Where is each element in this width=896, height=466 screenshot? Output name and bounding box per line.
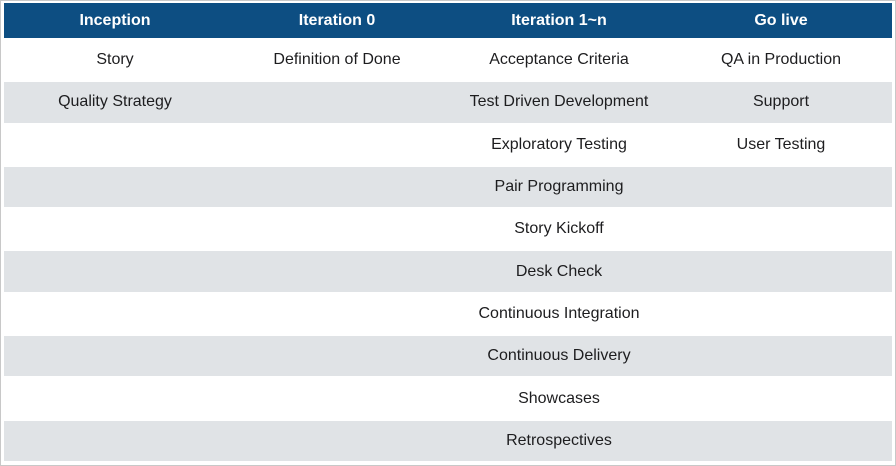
- table-cell-empty: [670, 292, 892, 337]
- column-header: Iteration 0: [226, 3, 448, 40]
- table-cell: Definition of Done: [226, 39, 448, 83]
- table-head: Inception Iteration 0 Iteration 1~n Go live: [4, 3, 892, 40]
- table-cell-empty: [670, 165, 892, 210]
- table-cell-empty: [226, 165, 448, 210]
- table-cell: Exploratory Testing: [448, 123, 670, 167]
- column-header: Inception: [4, 3, 226, 40]
- table-row: Exploratory Testing User Testing: [4, 123, 892, 167]
- table-row: Continuous Integration: [4, 292, 892, 337]
- table-cell: User Testing: [670, 123, 892, 167]
- table-cell-empty: [4, 165, 226, 210]
- table-cell-empty: [670, 377, 892, 421]
- table-cell: Continuous Delivery: [448, 335, 670, 379]
- table-row: Showcases: [4, 377, 892, 421]
- table-cell-empty: [4, 250, 226, 294]
- table-cell-empty: [4, 123, 226, 167]
- table-cell-empty: [4, 292, 226, 337]
- table-cell-empty: [4, 335, 226, 379]
- table-cell-empty: [226, 377, 448, 421]
- table-cell-empty: [4, 419, 226, 464]
- table-cell-empty: [670, 208, 892, 252]
- table-cell: QA in Production: [670, 39, 892, 83]
- table-cell-empty: [226, 208, 448, 252]
- table-cell: Desk Check: [448, 250, 670, 294]
- table-row: Story Kickoff: [4, 208, 892, 252]
- table-cell-empty: [670, 335, 892, 379]
- table-cell: Story Kickoff: [448, 208, 670, 252]
- table-row: Retrospectives: [4, 419, 892, 464]
- table-cell: Story: [4, 39, 226, 83]
- table-cell-empty: [226, 123, 448, 167]
- table-row: Pair Programming: [4, 165, 892, 210]
- table-cell-empty: [670, 419, 892, 464]
- table-cell: Retrospectives: [448, 419, 670, 464]
- table-cell-empty: [226, 81, 448, 125]
- table-cell-empty: [4, 208, 226, 252]
- table-cell-empty: [226, 419, 448, 464]
- table-body: Story Definition of Done Acceptance Criter…: [4, 39, 892, 464]
- qa-practices-table: Inception Iteration 0 Iteration 1~n Go live…: [4, 3, 892, 464]
- table-cell: Pair Programming: [448, 165, 670, 210]
- header-row: Inception Iteration 0 Iteration 1~n Go live: [4, 3, 892, 40]
- table-row: Continuous Delivery: [4, 335, 892, 379]
- table-cell: Continuous Integration: [448, 292, 670, 337]
- table-cell: Support: [670, 81, 892, 125]
- table-cell-empty: [226, 292, 448, 337]
- table-cell: Quality Strategy: [4, 81, 226, 125]
- column-header: Iteration 1~n: [448, 3, 670, 40]
- table-cell: Test Driven Development: [448, 81, 670, 125]
- table-row: Desk Check: [4, 250, 892, 294]
- table-cell: Showcases: [448, 377, 670, 421]
- table-cell: Acceptance Criteria: [448, 39, 670, 83]
- table-row: Story Definition of Done Acceptance Criter…: [4, 39, 892, 83]
- table-cell-empty: [670, 250, 892, 294]
- column-header: Go live: [670, 3, 892, 40]
- table-row: Quality Strategy Test Driven Development S…: [4, 81, 892, 125]
- table-cell-empty: [4, 377, 226, 421]
- table-cell-empty: [226, 250, 448, 294]
- table-cell-empty: [226, 335, 448, 379]
